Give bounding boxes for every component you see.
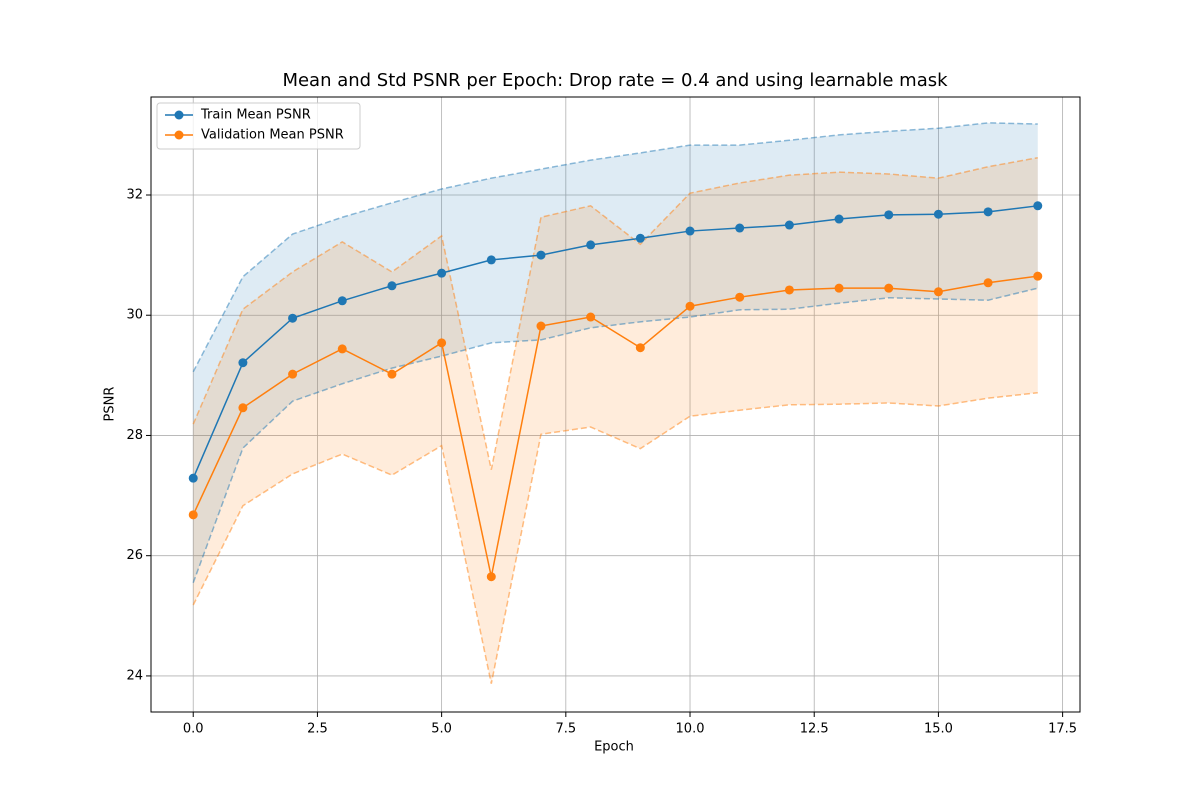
marker [784,220,794,230]
x-tick-label: 5.0 [431,722,452,737]
legend-marker [174,110,184,120]
x-tick-label: 12.5 [800,722,829,737]
legend-label: Train Mean PSNR [200,108,311,123]
std-upper-line [192,156,1038,470]
marker [437,338,447,348]
y-axis-label: PSNR [103,387,118,422]
marker [933,209,943,219]
marker [1033,201,1043,211]
marker [437,268,447,278]
marker [586,312,596,322]
marker [238,358,248,368]
marker [486,255,496,265]
marker [486,572,496,582]
marker [536,321,546,331]
x-tick-label: 17.5 [1048,722,1077,737]
chart-title: Mean and Std PSNR per Epoch: Drop rate =… [282,70,948,91]
mean-line [192,275,1038,577]
marker [387,281,397,291]
marker [884,283,894,293]
marker [685,301,695,311]
marker [288,369,298,379]
marker [884,210,894,220]
marker [635,343,645,353]
marker [983,278,993,288]
x-axis-label: Epoch [594,740,634,755]
marker [586,240,596,250]
x-tick-label: 2.5 [307,722,328,737]
marker [188,510,198,520]
std-upper-line [192,122,1038,373]
marker [834,214,844,224]
y-tick-label: 32 [126,187,143,202]
y-tick-label: 30 [126,308,143,323]
marker [983,207,993,217]
marker [387,369,397,379]
marker [238,403,248,413]
legend-marker [174,130,184,140]
marker [635,233,645,243]
marker [536,250,546,260]
marker [337,344,347,354]
mean-line [192,205,1038,479]
std-lower-line [192,392,1038,684]
x-tick-label: 7.5 [555,722,576,737]
marker [337,296,347,306]
legend-box [156,102,361,150]
x-tick-label: 10.0 [676,722,705,737]
std-band [193,122,1038,583]
legend-label: Validation Mean PSNR [201,128,344,143]
axes-frame [150,96,1081,713]
marker [735,223,745,233]
y-tick-label: 28 [126,428,143,443]
marker [188,473,198,483]
marker [784,285,794,295]
marker [933,287,943,297]
x-tick-label: 15.0 [924,722,953,737]
marker [1033,271,1043,281]
std-lower-line [192,287,1038,584]
marker [834,283,844,293]
marker [685,226,695,236]
marker [288,313,298,323]
y-tick-label: 24 [126,668,143,683]
x-tick-label: 0.0 [183,722,204,737]
marker [735,292,745,302]
y-tick-label: 26 [126,548,143,563]
